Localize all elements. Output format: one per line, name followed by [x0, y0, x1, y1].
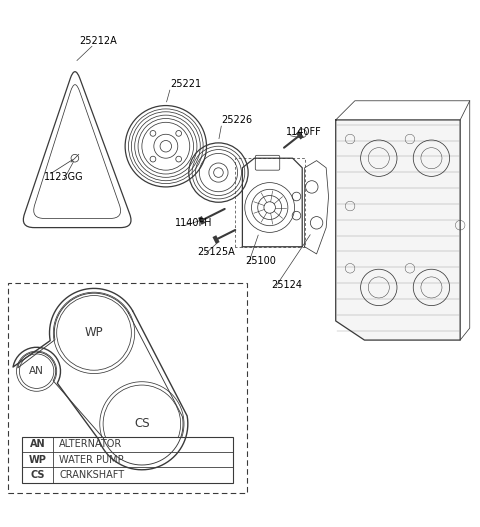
Text: CS: CS: [134, 417, 150, 431]
Text: ALTERNATOR: ALTERNATOR: [59, 440, 122, 450]
Text: 1140FH: 1140FH: [175, 218, 213, 228]
Circle shape: [298, 129, 307, 138]
Text: 25221: 25221: [170, 79, 202, 89]
Text: 25226: 25226: [221, 115, 252, 125]
Text: CS: CS: [31, 470, 45, 480]
Text: AN: AN: [30, 440, 46, 450]
Text: CRANKSHAFT: CRANKSHAFT: [59, 470, 124, 480]
Text: 25100: 25100: [245, 256, 276, 266]
Text: WP: WP: [84, 326, 103, 339]
FancyBboxPatch shape: [255, 155, 280, 170]
Text: WATER PUMP: WATER PUMP: [59, 455, 124, 465]
Text: 1123GG: 1123GG: [44, 172, 84, 182]
Text: AN: AN: [29, 366, 44, 376]
Text: WP: WP: [29, 455, 47, 465]
Bar: [8, 282, 247, 493]
Polygon shape: [336, 120, 460, 340]
Bar: [22, 437, 233, 483]
Text: 25212A: 25212A: [80, 36, 118, 46]
Text: 1140FF: 1140FF: [286, 127, 321, 137]
Text: 25125A: 25125A: [197, 247, 235, 257]
Text: 25124: 25124: [271, 280, 302, 290]
